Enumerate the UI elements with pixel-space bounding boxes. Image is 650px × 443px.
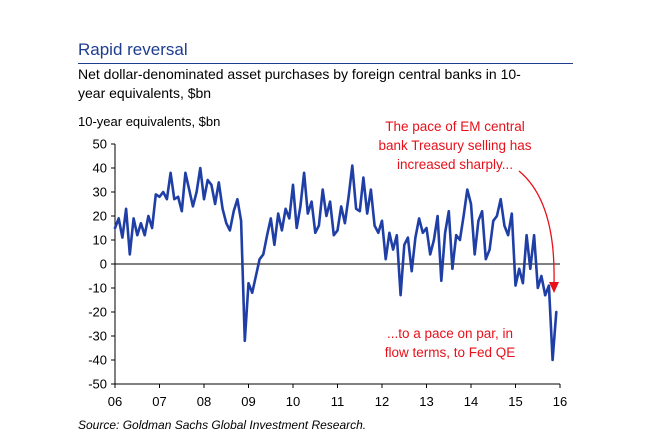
- y-tick-label: -30: [88, 329, 107, 344]
- y-tick-label: 50: [93, 137, 107, 152]
- x-tick-label: 15: [508, 394, 522, 409]
- annotation-arrow-line: [518, 170, 555, 284]
- series-line-2: [543, 284, 558, 362]
- y-tick-label: -10: [88, 281, 107, 296]
- x-tick-label: 12: [375, 394, 389, 409]
- x-tick-label: 09: [241, 394, 255, 409]
- chart-subtitle: Net dollar-denominated asset purchases b…: [78, 66, 521, 101]
- chart-title: Rapid reversal: [78, 40, 188, 59]
- x-tick-label: 13: [419, 394, 433, 409]
- annotation-bottom: ...to a pace on par, in flow terms, to Fe…: [385, 326, 516, 360]
- title-rule: [78, 63, 573, 64]
- y-axis-label: 10-year equivalents, $bn: [78, 114, 221, 129]
- series-line-1: [113, 164, 547, 343]
- y-tick-label: 0: [100, 257, 107, 272]
- y-tick-label: -20: [88, 305, 107, 320]
- x-tick-label: 06: [108, 394, 122, 409]
- annotation-top-line: bank Treasury selling has: [378, 138, 531, 153]
- annotation-bottom-line: flow terms, to Fed QE: [385, 345, 516, 360]
- y-tick-label: 20: [93, 209, 107, 224]
- annotation-top: The pace of EM central bank Treasury sell…: [378, 119, 531, 172]
- y-tick-label: -50: [88, 377, 107, 392]
- y-tick-label: 10: [93, 233, 107, 248]
- x-tick-label: 10: [286, 394, 300, 409]
- annotation-top-line: increased sharply...: [397, 157, 513, 172]
- y-tick-label: 40: [93, 161, 107, 176]
- x-tick-label: 14: [464, 394, 478, 409]
- x-tick-label: 11: [331, 394, 345, 409]
- annotation-layer: The pace of EM central bank Treasury sell…: [378, 119, 559, 360]
- x-tick-label: 08: [197, 394, 211, 409]
- source-note: Source: Goldman Sachs Global Investment …: [78, 418, 367, 432]
- x-tick-label: 16: [553, 394, 567, 409]
- annotation-top-line: The pace of EM central: [385, 119, 525, 134]
- annotation-bottom-line: ...to a pace on par, in: [387, 326, 513, 341]
- annotation-arrow-head: [549, 282, 559, 293]
- chart-axes: -50 -40 -30 -20 -10 0 10 20 30 40 50 06 07 08 09 10 11 12…: [88, 137, 567, 410]
- y-tick-label: -40: [88, 353, 107, 368]
- x-tick-label: 07: [152, 394, 166, 409]
- series-layer: [113, 164, 558, 362]
- y-tick-label: 30: [93, 185, 107, 200]
